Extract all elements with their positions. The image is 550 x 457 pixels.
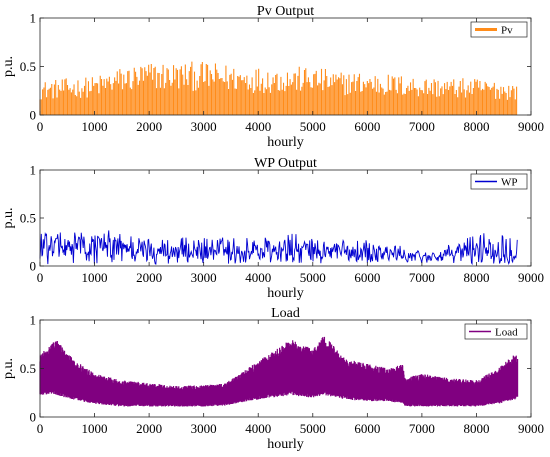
x-tick-label: 3000 (191, 421, 217, 436)
x-tick-label: 4000 (245, 119, 271, 134)
x-tick-label: 6000 (354, 270, 380, 285)
y-tick-label: 0.5 (20, 211, 36, 226)
y-tick-label: 0.5 (20, 361, 36, 376)
x-tick-label: 2000 (136, 270, 162, 285)
x-axis-label: hourly (267, 437, 304, 452)
legend-label: WP (501, 177, 518, 189)
legend-box (470, 173, 528, 190)
legend-label: Pv (501, 25, 513, 37)
x-tick-label: 9000 (518, 119, 544, 134)
chart-title: Load (271, 306, 300, 321)
x-tick-label: 5000 (300, 119, 326, 134)
y-tick-label: 0 (30, 410, 37, 425)
y-axis-label: p.u. (1, 56, 16, 77)
x-tick-label: 1000 (82, 119, 108, 134)
x-axis-label: hourly (267, 286, 304, 301)
y-tick-label: 0 (30, 259, 37, 274)
series-wp-line (39, 230, 518, 266)
x-axis-label: hourly (267, 135, 304, 150)
x-tick-label: 6000 (354, 119, 380, 134)
x-tick-label: 0 (37, 270, 44, 285)
x-tick-label: 5000 (300, 421, 326, 436)
x-tick-label: 5000 (300, 270, 326, 285)
x-tick-label: 7000 (409, 270, 435, 285)
x-tick-label: 0 (37, 421, 44, 436)
y-axis-label: p.u. (1, 358, 16, 379)
x-tick-label: 8000 (463, 119, 489, 134)
x-tick-label: 3000 (191, 270, 217, 285)
x-tick-label: 1000 (82, 421, 108, 436)
x-tick-label: 6000 (354, 421, 380, 436)
x-tick-label: 3000 (191, 119, 217, 134)
x-tick-label: 8000 (463, 421, 489, 436)
x-tick-label: 4000 (245, 270, 271, 285)
y-axis-label: p.u. (1, 208, 16, 229)
y-tick-label: 1 (30, 11, 37, 26)
y-tick-label: 1 (30, 313, 37, 328)
x-tick-label: 7000 (409, 421, 435, 436)
legend-box (464, 323, 528, 340)
x-tick-label: 7000 (409, 119, 435, 134)
x-tick-label: 4000 (245, 421, 271, 436)
y-tick-label: 0.5 (20, 59, 36, 74)
legend-label: Load (495, 327, 518, 339)
legend-box (470, 21, 528, 38)
y-tick-label: 1 (30, 163, 37, 178)
chart-title: WP Output (254, 156, 317, 171)
x-tick-label: 0 (37, 119, 44, 134)
x-tick-label: 1000 (82, 270, 108, 285)
x-tick-label: 2000 (136, 119, 162, 134)
x-tick-label: 2000 (136, 421, 162, 436)
x-tick-label: 9000 (518, 270, 544, 285)
y-tick-label: 0 (30, 108, 37, 123)
chart-title: Pv Output (257, 4, 314, 19)
x-tick-label: 9000 (518, 421, 544, 436)
x-tick-label: 8000 (463, 270, 489, 285)
